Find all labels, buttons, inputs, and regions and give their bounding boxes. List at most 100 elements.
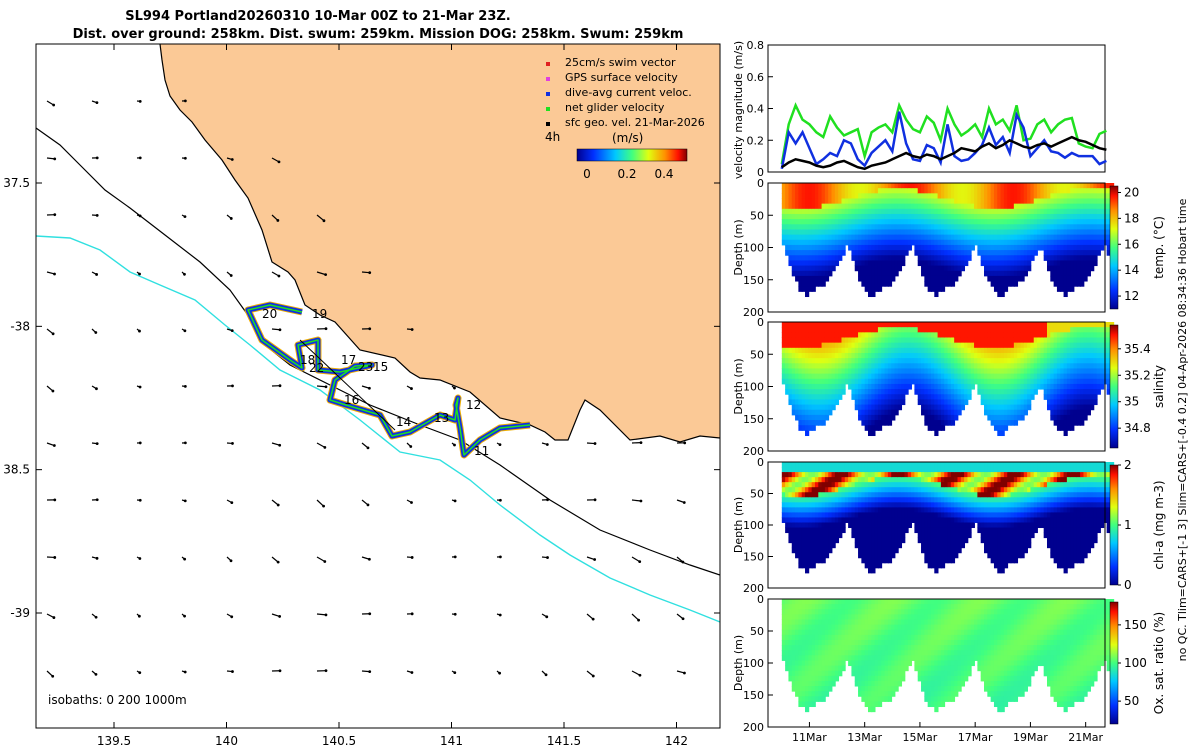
heatmap-cell — [1027, 322, 1032, 328]
heatmap-cell — [887, 352, 893, 359]
velocity-arrow-head — [183, 557, 187, 561]
heatmap-cell — [980, 358, 985, 364]
heatmap-cell — [947, 557, 952, 564]
heatmap-cell — [930, 497, 936, 503]
heatmap-cell — [811, 244, 816, 251]
heatmap-cell — [907, 487, 912, 493]
heatmap-cell — [867, 567, 873, 574]
heatmap-cell — [937, 482, 942, 488]
heatmap-cell — [1040, 378, 1045, 385]
heatmap-cell — [791, 342, 796, 349]
velocity-ylabel: velocity magnitude (m/s) — [732, 41, 745, 179]
heatmap-cell — [874, 208, 879, 215]
heatmap-cell — [1017, 327, 1022, 333]
heatmap-cell — [927, 462, 932, 468]
heatmap-cell — [788, 507, 793, 513]
heatmap-cell — [1083, 275, 1088, 282]
heatmap-cell — [1096, 383, 1101, 390]
heatmap-cell — [907, 327, 912, 333]
heatmap-cell — [877, 198, 883, 205]
heatmap-cell — [1007, 188, 1012, 194]
heatmap-cell — [1080, 198, 1085, 205]
heatmap-cell — [1066, 265, 1072, 272]
heatmap-cell — [798, 562, 803, 569]
heatmap-cell — [917, 208, 922, 215]
heatmap-cell — [821, 183, 826, 189]
heatmap-cell — [970, 244, 975, 251]
velocity-arrow-head — [183, 99, 187, 103]
heatmap-cell — [954, 502, 959, 508]
heatmap-cell — [874, 327, 879, 333]
heatmap-cell — [844, 507, 849, 513]
heatmap-cell — [954, 472, 959, 478]
heatmap-cell — [1100, 347, 1105, 354]
heatmap-cell — [1090, 368, 1095, 375]
heatmap-cell — [921, 213, 926, 220]
heatmap-cell — [934, 487, 939, 493]
heatmap-cell — [824, 487, 830, 493]
heatmap-cell — [808, 229, 813, 236]
heatmap-cell — [987, 234, 992, 241]
heatmap-cell — [937, 234, 942, 241]
heatmap-cell — [921, 327, 926, 333]
heatmap-cell — [874, 347, 879, 354]
heatmap-cell — [1000, 250, 1005, 256]
heatmap-cell — [864, 332, 869, 338]
heatmap-cell — [894, 467, 899, 473]
heatmap-cell — [911, 507, 916, 513]
heatmap-cell — [834, 352, 840, 359]
heatmap-cell — [791, 270, 796, 277]
heatmap-cell — [1056, 286, 1062, 292]
heatmap-cell — [924, 383, 929, 390]
heatmap-cell — [901, 183, 906, 189]
heatmap-cell — [1086, 363, 1091, 369]
heatmap-cell — [788, 363, 793, 369]
heatmap-cell — [808, 224, 813, 230]
heatmap-cell — [814, 477, 820, 483]
heatmap-cell — [917, 352, 922, 359]
heatmap-cell — [891, 352, 896, 359]
heatmap-cell — [1106, 322, 1111, 328]
heatmap-cell — [921, 260, 926, 267]
heatmap-cell — [1083, 198, 1088, 205]
heatmap-cell — [944, 229, 949, 236]
day-label: 19 — [312, 307, 327, 321]
heatmap-cell — [954, 512, 959, 518]
heatmap-cell — [921, 347, 926, 354]
heatmap-cell — [848, 352, 853, 359]
heatmap-cell — [960, 347, 966, 354]
heatmap-cell — [867, 552, 873, 559]
heatmap-cell — [921, 203, 926, 210]
heatmap-cell — [1063, 281, 1068, 287]
heatmap-cell — [937, 368, 942, 375]
heatmap-cell — [1076, 332, 1082, 338]
heatmap-cell — [897, 234, 903, 241]
heatmap-cell — [993, 378, 999, 385]
heatmap-cell — [1083, 399, 1088, 406]
heatmap-cell — [791, 404, 796, 411]
heatmap-cell — [798, 532, 803, 539]
heatmap-cell — [957, 507, 962, 513]
heatmap-cell — [1070, 342, 1075, 349]
heatmap-cell — [871, 462, 876, 468]
heatmap-cell — [980, 332, 985, 338]
heatmap-cell — [1040, 327, 1045, 333]
heatmap-cell — [1093, 394, 1098, 400]
heatmap-cell — [1096, 250, 1101, 256]
colorbar-tick-label: 12 — [1124, 289, 1139, 303]
heatmap-cell — [954, 482, 959, 488]
heatmap-cell — [1056, 420, 1062, 426]
heatmap-cell — [934, 542, 939, 549]
heatmap-cell — [947, 229, 952, 236]
heatmap-cell — [1046, 399, 1052, 406]
heatmap-cell — [911, 482, 916, 488]
heatmap-cell — [984, 404, 989, 411]
heatmap-cell — [960, 322, 966, 328]
colorbar-tick-label: 35.2 — [1124, 368, 1151, 382]
heatmap-cell — [1017, 352, 1022, 359]
heatmap-cell — [871, 183, 876, 189]
velocity-arrow-head — [138, 156, 142, 160]
heatmap-cell — [854, 332, 859, 338]
heatmap-cell — [824, 213, 830, 220]
heatmap-cell — [1080, 404, 1085, 411]
